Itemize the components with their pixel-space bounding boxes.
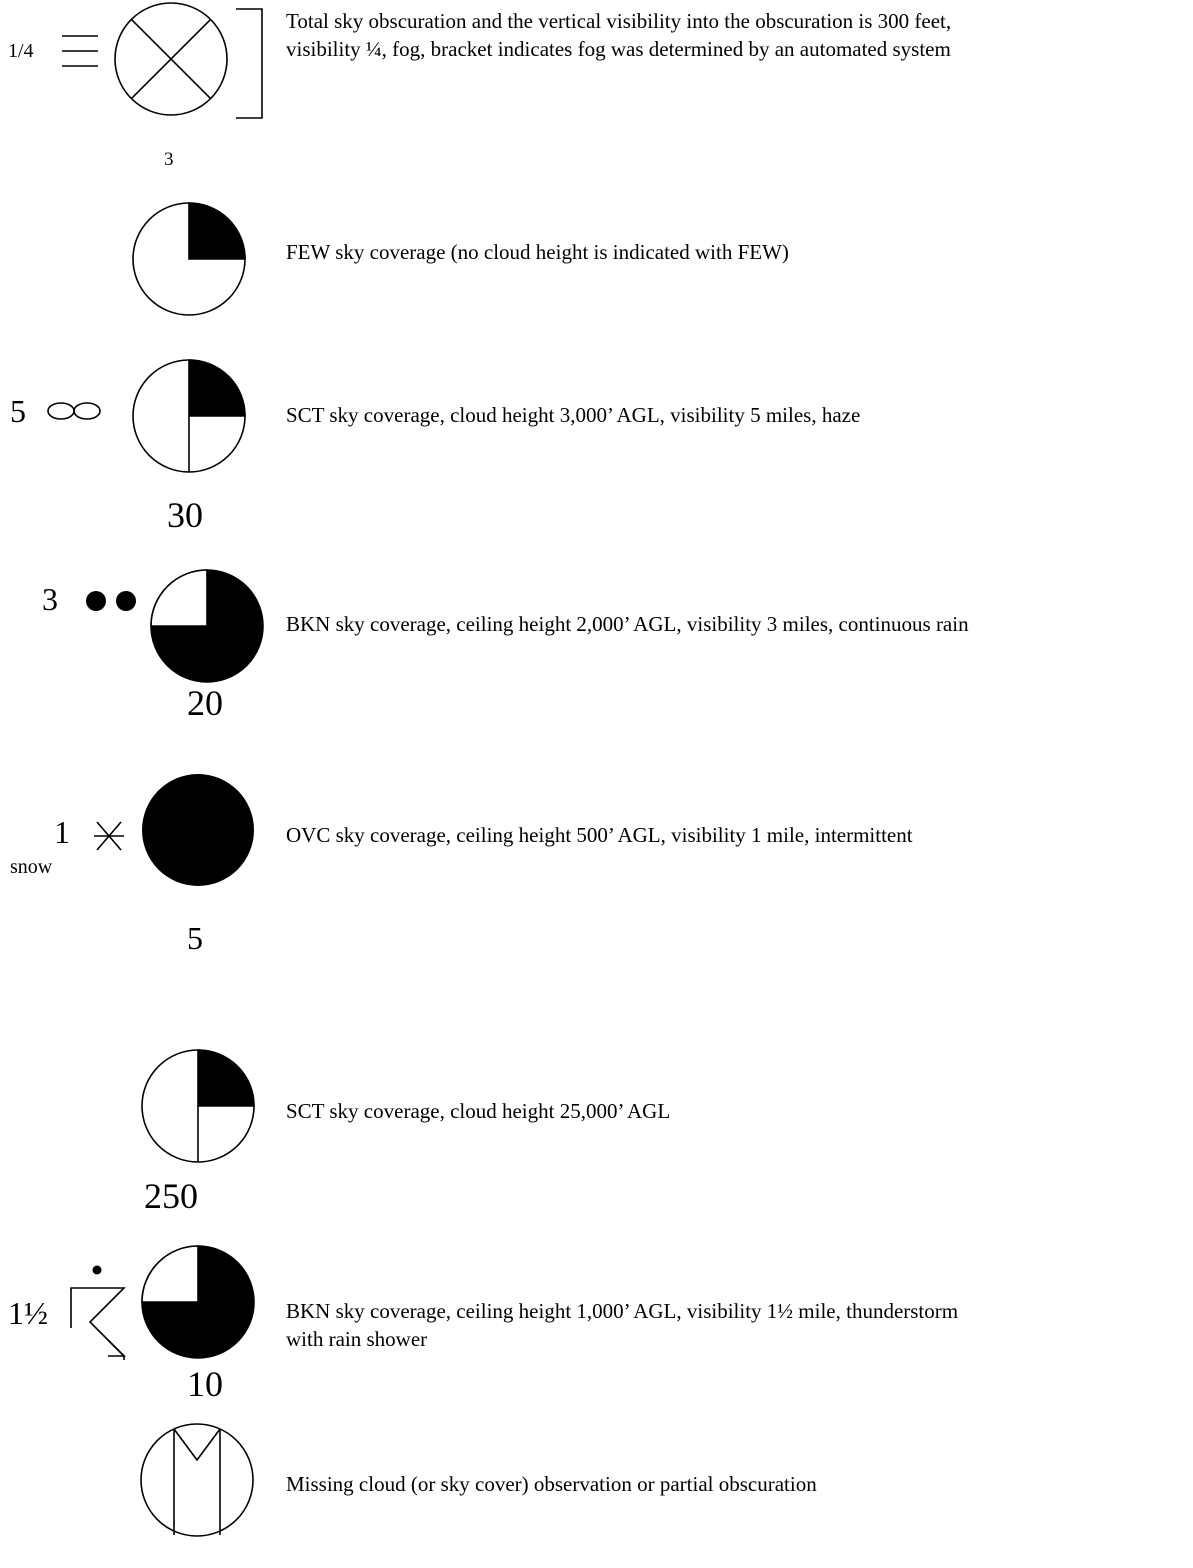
visibility-value: 1/4 (8, 40, 34, 62)
overcast-coverage-icon (142, 774, 254, 886)
description-line: with rain shower (286, 1327, 428, 1351)
description-line: BKN sky coverage, ceiling height 1,000’ … (286, 1299, 959, 1323)
description-line: SCT sky coverage, cloud height 25,000’ A… (286, 1099, 671, 1123)
snow-icon (94, 821, 124, 851)
description-line: FEW sky coverage (no cloud height is ind… (286, 240, 789, 264)
cloud-height-value: 5 (187, 920, 203, 956)
cloud-height-value: 20 (187, 683, 223, 723)
fog-icon (62, 35, 98, 67)
scattered-coverage-icon-high (141, 1049, 255, 1163)
weather-label: snow (10, 856, 53, 878)
description-line: BKN sky coverage, ceiling height 2,000’ … (286, 612, 969, 636)
scattered-coverage-icon (132, 359, 246, 473)
visibility-value: 1 (54, 814, 70, 850)
broken-coverage-icon (150, 569, 264, 683)
automated-bracket-icon (236, 8, 263, 119)
cloud-height-value: 250 (144, 1176, 198, 1216)
haze-icon (47, 402, 101, 420)
few-coverage-icon (132, 202, 246, 316)
visibility-value: 3 (42, 581, 58, 617)
description-line: SCT sky coverage, cloud height 3,000’ AG… (286, 403, 861, 427)
description-line: OVC sky coverage, ceiling height 500’ AG… (286, 823, 913, 847)
cloud-height-value: 10 (187, 1364, 223, 1404)
visibility-value: 1½ (8, 1295, 48, 1331)
description-line: Missing cloud (or sky cover) observation… (286, 1472, 817, 1496)
description-line: Total sky obscuration and the vertical v… (286, 9, 952, 33)
description-line: visibility ¼, fog, bracket indicates fog… (286, 37, 951, 61)
cloud-height-value: 3 (164, 149, 174, 170)
cloud-height-value: 30 (167, 495, 203, 535)
sky-obscured-icon (114, 2, 228, 116)
missing-observation-icon (140, 1423, 254, 1537)
thunderstorm-rain-shower-icon (70, 1265, 126, 1360)
continuous-rain-icon (86, 591, 136, 611)
visibility-value: 5 (10, 393, 26, 429)
broken-coverage-icon-thunder (141, 1245, 255, 1359)
